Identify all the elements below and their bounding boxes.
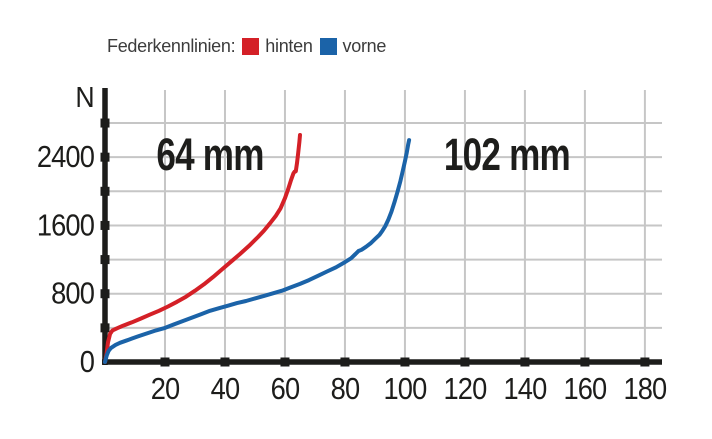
y-tick-label: 0 [80,345,95,379]
y-axis-tick [100,255,110,265]
x-axis-tick [580,357,590,367]
x-axis-tick [220,357,230,367]
x-axis-tick [520,357,530,367]
legend-swatch-vorne-icon [319,38,337,55]
series-line-hinten [103,133,302,364]
y-tick-label: 1600 [37,209,95,243]
y-axis-tick [100,323,110,333]
x-axis-tick [640,357,650,367]
chart-legend: Federkennlinien: hinten vorne [107,36,386,57]
legend-label-vorne: vorne [342,36,387,56]
x-tick-label: 20 [151,372,180,406]
x-tick-label: 120 [444,372,488,406]
x-axis-tick [400,357,410,367]
y-tick-label: 2400 [37,141,95,175]
y-axis-tick [100,220,110,230]
legend-label-hinten: hinten [265,36,313,56]
series-line-vorne [103,138,412,364]
x-tick-label: 100 [384,372,428,406]
y-axis-tick [100,118,110,128]
x-axis-tick [340,357,350,367]
y-axis-tick [100,289,110,299]
legend-swatch-hinten-icon [242,38,260,55]
x-tick-label: 180 [623,372,667,406]
y-tick-label: 800 [51,277,95,311]
y-axis-tick [100,186,110,196]
x-tick-label: 80 [331,372,360,406]
x-tick-label: 140 [503,372,547,406]
y-axis-unit-label: N [75,81,94,113]
x-axis-tick [460,357,470,367]
x-tick-label: 160 [563,372,607,406]
travel-annotation-64-mm: 64 mm [156,129,263,180]
x-tick-label: 60 [271,372,300,406]
x-axis-tick [280,357,290,367]
legend-title: Federkennlinien: [107,36,236,56]
x-tick-label: 40 [211,372,240,406]
legend-item-vorne: vorne [319,36,387,57]
x-axis-tick [160,357,170,367]
travel-annotation-102-mm: 102 mm [444,129,570,180]
y-axis-tick [100,152,110,162]
legend-item-hinten: hinten [242,36,313,57]
